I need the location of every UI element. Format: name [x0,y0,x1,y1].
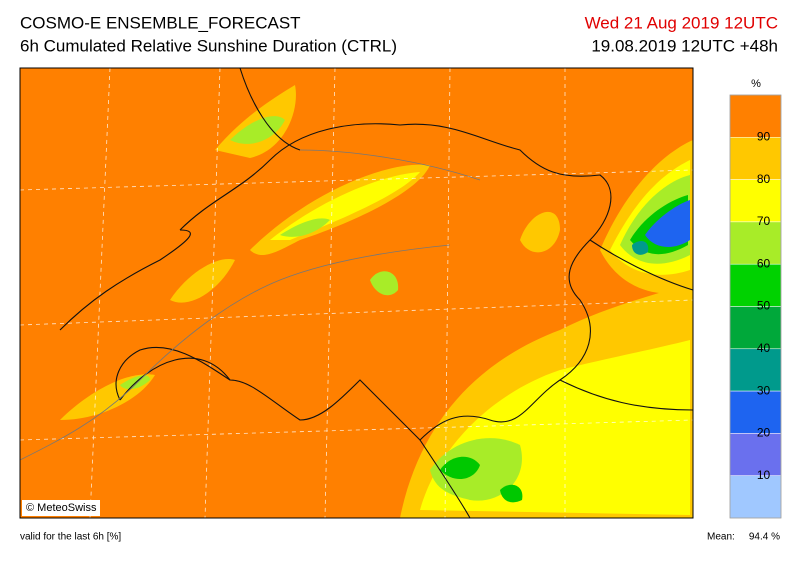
map: © MeteoSwiss [19,67,694,519]
colorbar-swatch [729,221,782,265]
colorbar-swatch [729,137,782,180]
valid-time: Wed 21 Aug 2019 12UTC [585,13,778,32]
map-field [645,200,690,247]
colorbar-tick-label: 40 [757,341,771,355]
colorbar-tick-label: 80 [757,172,771,186]
run-time: 19.08.2019 12UTC +48h [591,36,778,55]
graticule [19,67,694,519]
colorbar-swatch [729,348,782,392]
colorbar-swatch [729,94,782,138]
colorbar-swatch [729,475,782,519]
colorbar-frame [729,94,782,519]
colorbar-swatch [729,263,782,307]
borders [59,67,694,519]
colorbar-swatch [729,306,782,350]
colorbar-unit: % [751,78,761,90]
colorbar-tick-label: 60 [757,256,771,270]
rivers [19,149,481,461]
colorbar-tick-label: 50 [757,299,771,313]
colorbar-tick-label: 20 [757,426,771,440]
credit-box [22,500,100,516]
colorbar-swatch [729,179,782,223]
map-field [632,240,649,255]
credit: © MeteoSwiss [26,502,97,514]
title: COSMO-E ENSEMBLE_FORECAST [20,13,301,32]
colorbar: % 90 80 70 60 50 40 30 20 10 [729,78,782,519]
colorbar-swatch [729,390,782,434]
colorbar-tick-label: 90 [757,129,771,143]
map-frame [19,67,694,519]
footer-note: valid for the last 6h [%] [20,532,121,543]
colorbar-tick-label: 70 [757,214,771,228]
mean-value: 94.4 % [749,532,780,543]
colorbar-tick-label: 10 [757,468,771,482]
subtitle: 6h Cumulated Relative Sunshine Duration … [20,36,397,55]
colorbar-swatch [729,433,782,476]
colorbar-tick-label: 30 [757,383,771,397]
mean-label: Mean: [707,532,735,543]
